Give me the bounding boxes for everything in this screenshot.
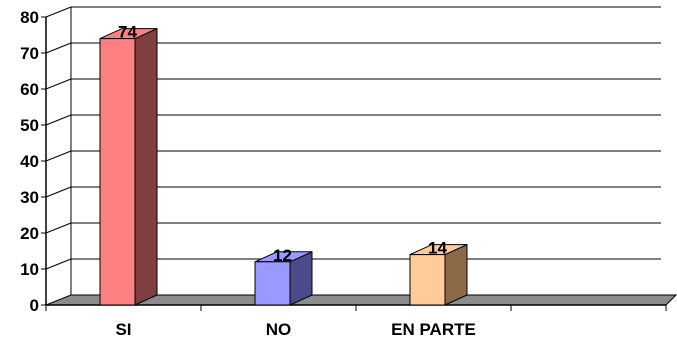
gridline-side: [45, 186, 72, 198]
gridline-side: [45, 258, 72, 270]
y-tick-label: 40: [20, 152, 39, 171]
y-tick-label: 30: [20, 188, 39, 207]
gridline-side: [45, 150, 72, 162]
x-tick-label: NO: [266, 320, 292, 339]
y-tick-label: 50: [20, 116, 39, 135]
gridline-side: [45, 222, 72, 234]
y-tick-label: 60: [20, 80, 39, 99]
axes: 0 10 20 30 40 50 60 70 80: [20, 8, 667, 315]
bars: [99, 27, 468, 306]
bar: [409, 254, 446, 306]
bar-side: [134, 27, 158, 306]
x-tick-label: SI: [115, 320, 131, 339]
data-label: 74: [118, 23, 137, 42]
gridlines: [45, 6, 661, 295]
bar: [99, 38, 136, 306]
y-tick-label: 0: [30, 296, 39, 315]
bar-side: [444, 243, 468, 306]
data-label: 14: [428, 239, 447, 258]
y-tick-label: 20: [20, 224, 39, 243]
gridline-side: [45, 114, 72, 126]
labels: SI 74 NO 12 EN PARTE 14: [115, 23, 475, 339]
bar: [254, 261, 291, 306]
y-tick-label: 70: [20, 44, 39, 63]
y-tick-label: 10: [20, 260, 39, 279]
data-label: 12: [273, 246, 292, 265]
gridline-side: [45, 6, 72, 18]
y-tick-label: 80: [20, 8, 39, 27]
x-tick-label: EN PARTE: [391, 320, 476, 339]
gridline-side: [45, 42, 72, 54]
gridline-side: [45, 78, 72, 90]
